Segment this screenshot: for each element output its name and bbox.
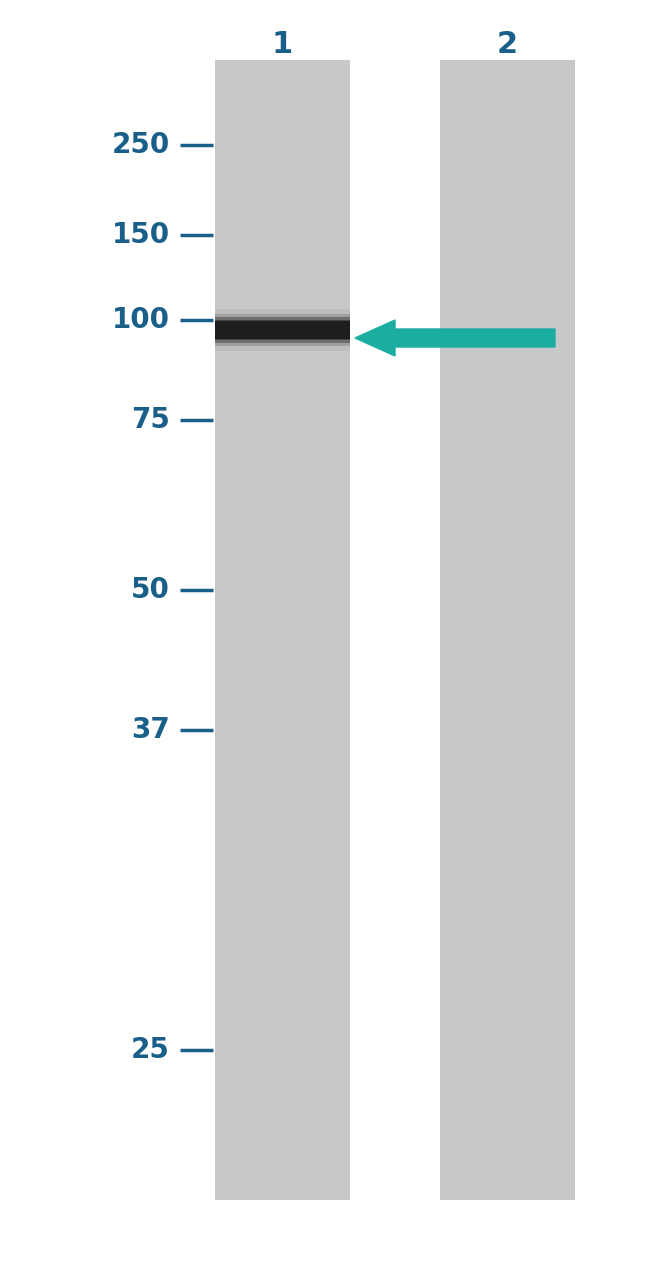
Text: 25: 25 — [131, 1036, 170, 1064]
Text: 75: 75 — [131, 406, 170, 434]
FancyArrow shape — [355, 320, 555, 356]
Text: 50: 50 — [131, 577, 170, 605]
Text: 37: 37 — [131, 716, 170, 744]
Text: 100: 100 — [112, 306, 170, 334]
Text: 1: 1 — [272, 30, 292, 58]
Text: 2: 2 — [497, 30, 517, 58]
Text: 150: 150 — [112, 221, 170, 249]
Text: 250: 250 — [112, 131, 170, 159]
